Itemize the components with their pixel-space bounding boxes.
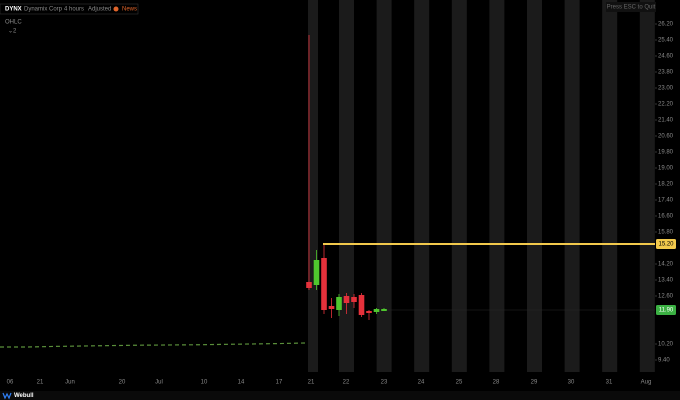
x-tick-label: 25 xyxy=(456,380,463,386)
candle-body xyxy=(373,309,380,312)
last-price-label: 11.90 xyxy=(659,308,674,314)
x-tick-label: 17 xyxy=(276,380,283,386)
y-tick-label: 10.20 xyxy=(658,342,674,348)
x-tick-label: 28 xyxy=(493,380,500,386)
candle-body xyxy=(381,309,387,311)
y-tick-label: 9.40 xyxy=(658,358,670,364)
x-tick-label: 10 xyxy=(201,380,208,386)
brand-logo xyxy=(2,392,12,400)
x-tick-label: 20 xyxy=(119,380,126,386)
adjustment[interactable]: Adjusted xyxy=(88,7,111,13)
session-band xyxy=(564,0,580,372)
indicator-toggle[interactable]: ⌄ xyxy=(8,29,13,35)
candle-body xyxy=(306,282,312,288)
session-band xyxy=(489,0,505,372)
y-tick-label: 21.40 xyxy=(658,118,674,124)
candle-body xyxy=(343,296,350,303)
y-tick-label: 24.60 xyxy=(658,54,674,60)
y-tick-label: 22.20 xyxy=(658,102,674,108)
x-tick-label: 23 xyxy=(381,380,388,386)
candle-body xyxy=(313,260,320,285)
y-tick-label: 15.80 xyxy=(658,230,674,236)
candle-body xyxy=(366,311,372,313)
x-tick-label: Aug xyxy=(641,380,652,386)
x-tick-label: 22 xyxy=(343,380,350,386)
session-band xyxy=(414,0,430,372)
header-box xyxy=(0,3,139,15)
x-tick-label: 29 xyxy=(531,380,538,386)
y-tick-label: 14.20 xyxy=(658,262,674,268)
x-tick-label: 06 xyxy=(7,380,14,386)
indicator[interactable]: OHLC xyxy=(5,20,22,26)
session-band xyxy=(376,0,392,372)
candle-body xyxy=(358,295,365,315)
exit-hint-box xyxy=(606,2,656,12)
footer xyxy=(0,391,680,400)
session-band xyxy=(527,0,542,372)
candle-body xyxy=(336,297,342,310)
candle-body xyxy=(351,297,357,302)
y-tick-label: 13.40 xyxy=(658,278,674,284)
session-band xyxy=(602,0,618,372)
brand: Webull xyxy=(14,393,34,399)
indicator-count: 2 xyxy=(13,29,17,35)
x-tick-label: 14 xyxy=(238,380,245,386)
x-tick-label: 24 xyxy=(418,380,425,386)
y-tick-label: 19.80 xyxy=(658,150,674,156)
news-icon[interactable] xyxy=(113,6,119,12)
x-tick-label: 21 xyxy=(37,380,44,386)
interval[interactable]: 4 hours xyxy=(64,7,84,13)
candle-body xyxy=(321,258,327,310)
company-name: Dynamix Corp xyxy=(24,7,63,13)
y-tick-label: 12.60 xyxy=(658,294,674,300)
y-tick-label: 17.40 xyxy=(658,198,674,204)
session-band xyxy=(308,0,318,372)
news-button[interactable]: News xyxy=(122,7,137,13)
y-tick-label: 23.80 xyxy=(658,70,674,76)
price-line-tag xyxy=(656,239,676,249)
session-band xyxy=(451,0,467,372)
y-tick-label: 20.60 xyxy=(658,134,674,140)
y-tick-label: 18.20 xyxy=(658,182,674,188)
x-tick-label: 21 xyxy=(308,380,315,386)
y-tick-label: 23.00 xyxy=(658,86,674,92)
x-tick-label: Jun xyxy=(65,380,75,386)
session-band xyxy=(639,0,655,372)
exit-hint: Press ESC to Quit xyxy=(607,5,656,11)
x-tick-label: Jul xyxy=(155,380,163,386)
y-tick-label: 26.20 xyxy=(658,22,674,28)
y-tick-label: 19.00 xyxy=(658,166,674,172)
price-line-label: 15.20 xyxy=(658,242,674,248)
x-tick-label: 30 xyxy=(568,380,575,386)
ticker: DYNX xyxy=(5,7,22,13)
session-band xyxy=(339,0,354,372)
candle-body xyxy=(328,306,335,309)
last-price-tag xyxy=(656,305,676,315)
y-tick-label: 25.40 xyxy=(658,38,674,44)
session-bands xyxy=(308,0,655,372)
x-tick-label: 31 xyxy=(606,380,613,386)
y-tick-label: 16.60 xyxy=(658,214,674,220)
prior-line xyxy=(0,342,306,348)
